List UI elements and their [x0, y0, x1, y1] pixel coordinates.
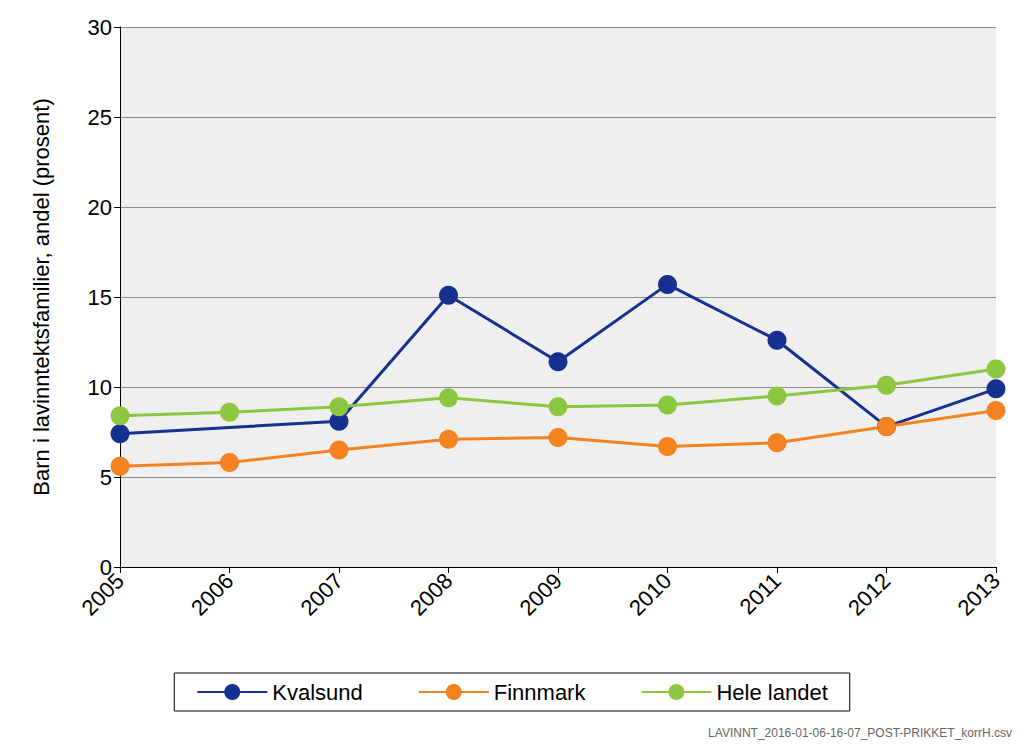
svg-text:5: 5 [100, 465, 112, 490]
svg-text:2013: 2013 [953, 568, 1005, 620]
svg-text:LAVINNT_2016-01-06-16-07_POST-: LAVINNT_2016-01-06-16-07_POST-PRIKKET_ko… [708, 726, 1012, 740]
svg-text:2010: 2010 [624, 568, 676, 620]
svg-text:10: 10 [88, 375, 112, 400]
svg-text:2011: 2011 [735, 568, 786, 619]
svg-text:0: 0 [99, 554, 112, 580]
svg-text:25: 25 [88, 105, 112, 130]
svg-text:15: 15 [88, 285, 112, 310]
svg-text:30: 30 [88, 15, 112, 40]
svg-text:20: 20 [88, 195, 112, 220]
svg-text:Barn i lavinntektsfamilier, an: Barn i lavinntektsfamilier, andel (prose… [29, 98, 54, 495]
svg-text:Kvalsund: Kvalsund [272, 680, 363, 705]
svg-text:Finnmark: Finnmark [494, 680, 587, 705]
svg-text:2005: 2005 [77, 568, 129, 620]
svg-text:Hele landet: Hele landet [716, 680, 827, 705]
svg-text:2012: 2012 [843, 568, 895, 620]
svg-text:2006: 2006 [186, 568, 238, 620]
svg-text:2007: 2007 [296, 568, 348, 620]
svg-text:2008: 2008 [405, 568, 457, 620]
svg-text:2009: 2009 [515, 568, 567, 620]
